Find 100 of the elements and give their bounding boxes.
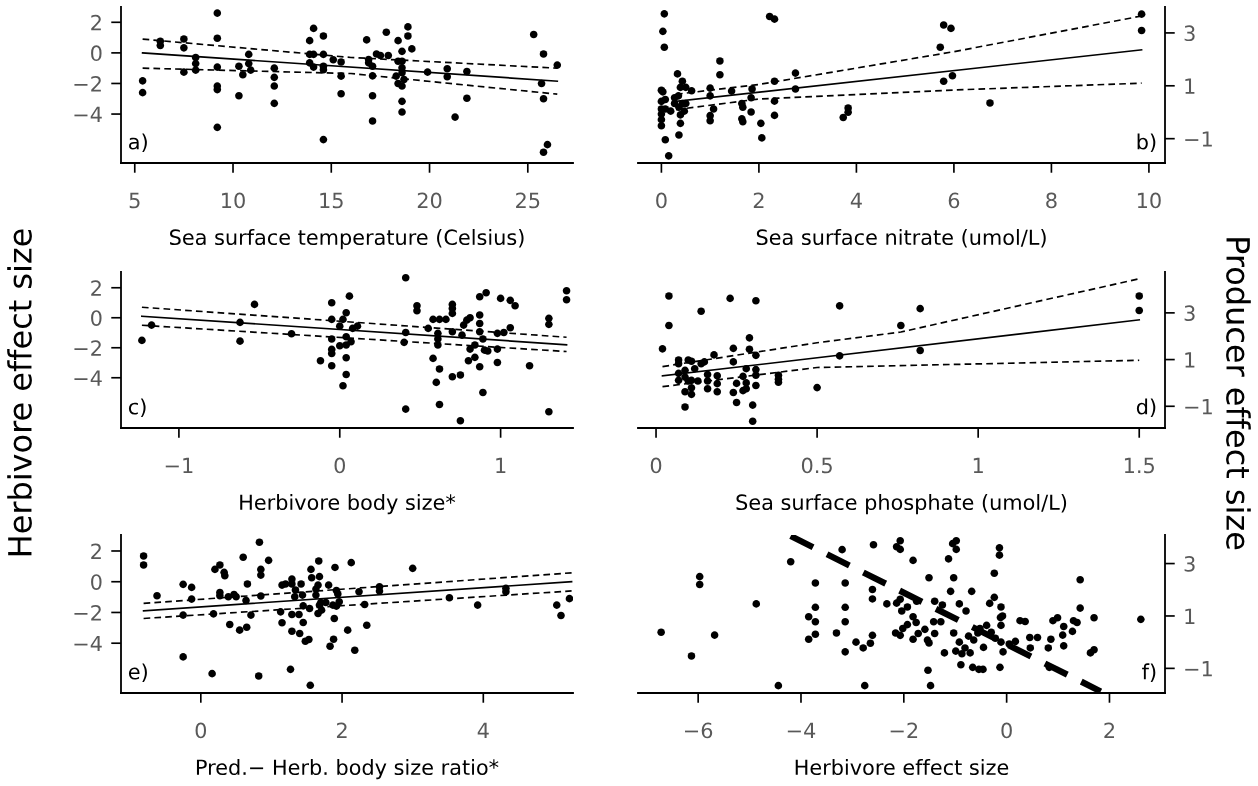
annotation: e): [128, 663, 147, 682]
point: [916, 346, 924, 355]
point: [681, 366, 689, 375]
point: [697, 307, 705, 316]
y-tick-label: 0: [91, 574, 102, 590]
point: [813, 383, 821, 392]
y2-axis-title: Producer effect size: [1226, 238, 1251, 550]
y-axis-title: Herbivore effect size: [7, 229, 32, 556]
x-tick-label: 10: [1137, 192, 1161, 209]
point: [687, 390, 696, 399]
x-tick-label: 1.5: [1124, 457, 1154, 474]
point: [897, 321, 905, 330]
point: [703, 384, 712, 393]
y-tick-label: 2: [91, 14, 101, 31]
point: [665, 292, 673, 300]
point: [732, 379, 741, 388]
x-tick-label: 20: [417, 192, 442, 209]
x-tick-label: 2: [336, 722, 347, 738]
x-tick-label: 25: [516, 192, 540, 209]
y-tick-label: 2: [91, 543, 101, 559]
point: [703, 370, 712, 379]
point: [752, 296, 760, 305]
y-tick-label: −2: [74, 75, 101, 92]
point: [748, 401, 757, 409]
x-tick-label: 0: [656, 192, 667, 209]
point: [729, 358, 738, 366]
point: [742, 364, 751, 373]
point: [748, 417, 757, 426]
x-tick-label: 6: [948, 192, 960, 209]
x-tick-label: 10: [222, 192, 245, 209]
y2-tick-label: −1: [1185, 661, 1212, 677]
x-tick-label: 0: [195, 722, 207, 739]
x-axis-title: Sea surface nitrate (umol/L): [756, 229, 1046, 248]
point: [835, 302, 844, 310]
x-tick-label: 0: [1001, 722, 1012, 739]
y2-tick-label: 3: [1184, 305, 1195, 322]
point: [1135, 306, 1144, 315]
y2-tick-label: 1: [1185, 78, 1195, 94]
y2-tick-label: 1: [1185, 352, 1195, 368]
y-tick-label: −2: [74, 340, 101, 356]
x-axis-title: Herbivore effect size: [795, 759, 1009, 776]
point: [835, 352, 844, 360]
x-tick-label: −6: [685, 722, 713, 739]
y2-tick-label: −1: [1185, 131, 1212, 147]
x-tick-label: −4: [787, 722, 816, 738]
point: [710, 351, 718, 359]
point: [729, 388, 738, 397]
y2-tick-label: 3: [1184, 25, 1195, 42]
y-tick-label: 2: [91, 280, 101, 296]
x-tick-label: 0: [650, 457, 662, 474]
x-tick-label: 5: [129, 192, 140, 209]
point: [726, 294, 734, 303]
x-tick-label: 1: [496, 457, 506, 473]
x-tick-label: 2: [1104, 722, 1115, 738]
point: [703, 377, 712, 385]
x-tick-label: −2: [890, 722, 918, 738]
point: [752, 351, 760, 360]
x-axis-title: Pred.− Herb. body size ratio*: [196, 759, 499, 780]
y-tick-label: 0: [91, 45, 102, 62]
y-tick-label: −4: [74, 635, 102, 652]
point: [742, 384, 751, 393]
y-tick-label: 0: [91, 310, 102, 326]
point: [713, 388, 722, 396]
point: [1135, 292, 1144, 300]
point: [752, 371, 760, 380]
point: [694, 377, 702, 385]
y2-tick-label: 1: [1185, 608, 1195, 624]
point: [916, 304, 924, 313]
annotation: d): [1136, 398, 1156, 418]
x-tick-label: 4: [477, 722, 489, 738]
x-tick-label: 0.5: [801, 457, 832, 474]
point: [713, 379, 722, 388]
x-tick-label: 15: [320, 192, 343, 209]
point: [674, 376, 683, 385]
point: [713, 371, 722, 380]
point: [687, 384, 696, 392]
point: [665, 321, 673, 330]
x-axis-title: Sea surface phosphate (umol/L): [736, 494, 1067, 515]
annotation: a): [129, 133, 147, 153]
point: [752, 381, 760, 390]
x-tick-label: −1: [165, 457, 193, 473]
point: [658, 345, 667, 353]
x-tick-label: 4: [850, 192, 862, 208]
y2-tick-label: 3: [1184, 556, 1195, 572]
y-tick-label: −2: [74, 604, 101, 621]
point: [690, 364, 699, 373]
point: [732, 398, 741, 407]
x-tick-label: 1: [973, 457, 983, 473]
point: [681, 403, 689, 411]
x-tick-label: 8: [1046, 192, 1057, 209]
x-tick-label: 0: [334, 457, 346, 474]
annotation: f): [1142, 663, 1156, 682]
annotation: b): [1137, 133, 1156, 153]
point: [729, 344, 738, 353]
point: [739, 372, 747, 381]
point: [745, 345, 754, 354]
point: [745, 334, 754, 342]
point: [700, 358, 709, 366]
annotation: c): [128, 398, 146, 418]
line-series: [661, 277, 1141, 368]
